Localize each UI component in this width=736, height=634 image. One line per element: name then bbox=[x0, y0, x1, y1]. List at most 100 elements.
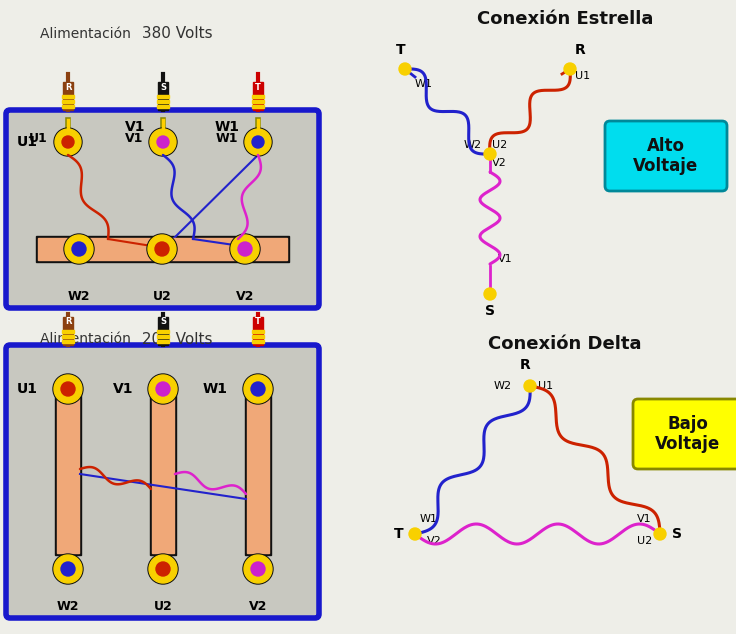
Bar bbox=[252, 335, 264, 338]
Circle shape bbox=[244, 128, 272, 156]
Bar bbox=[62, 100, 74, 103]
Text: Bajo
Voltaje: Bajo Voltaje bbox=[655, 415, 721, 453]
Circle shape bbox=[157, 136, 169, 148]
Circle shape bbox=[484, 148, 496, 160]
Text: R: R bbox=[575, 43, 586, 57]
Text: U1: U1 bbox=[29, 131, 48, 145]
Circle shape bbox=[149, 375, 177, 403]
Circle shape bbox=[155, 242, 169, 256]
Circle shape bbox=[231, 235, 259, 263]
Text: R: R bbox=[65, 318, 71, 327]
Circle shape bbox=[62, 136, 74, 148]
Bar bbox=[62, 95, 74, 98]
Text: U1: U1 bbox=[17, 382, 38, 396]
Text: S: S bbox=[485, 304, 495, 318]
Text: W1: W1 bbox=[215, 120, 240, 134]
Circle shape bbox=[53, 374, 83, 404]
Circle shape bbox=[64, 234, 94, 264]
Text: V1: V1 bbox=[124, 120, 145, 134]
Text: U1: U1 bbox=[17, 135, 38, 149]
Circle shape bbox=[55, 129, 81, 155]
Text: T: T bbox=[396, 43, 406, 57]
Text: V1: V1 bbox=[637, 514, 652, 524]
Text: 380 Volts: 380 Volts bbox=[137, 27, 213, 41]
Bar bbox=[62, 330, 74, 333]
Bar bbox=[157, 340, 169, 343]
Bar bbox=[150, 389, 176, 555]
Bar bbox=[252, 330, 264, 333]
Text: U1: U1 bbox=[575, 71, 590, 81]
Text: W1: W1 bbox=[420, 514, 438, 524]
Bar bbox=[157, 330, 169, 333]
Bar bbox=[36, 236, 289, 262]
Circle shape bbox=[61, 562, 75, 576]
Text: V1: V1 bbox=[498, 254, 513, 264]
Text: U2: U2 bbox=[152, 290, 171, 302]
Text: U1: U1 bbox=[538, 381, 553, 391]
Bar bbox=[247, 391, 269, 553]
Text: R: R bbox=[520, 358, 531, 372]
Circle shape bbox=[147, 234, 177, 264]
Circle shape bbox=[484, 288, 496, 300]
Circle shape bbox=[150, 129, 176, 155]
Circle shape bbox=[53, 554, 83, 584]
Text: Conexión Delta: Conexión Delta bbox=[488, 335, 642, 353]
Bar bbox=[62, 105, 74, 108]
Circle shape bbox=[409, 528, 421, 540]
Text: S: S bbox=[160, 318, 166, 327]
Text: S: S bbox=[160, 82, 166, 91]
Text: W2: W2 bbox=[464, 140, 482, 150]
Circle shape bbox=[156, 562, 170, 576]
Text: W2: W2 bbox=[68, 290, 91, 302]
Bar bbox=[38, 238, 287, 260]
Text: Alimentación: Alimentación bbox=[40, 332, 140, 346]
Circle shape bbox=[399, 63, 411, 75]
Circle shape bbox=[244, 555, 272, 583]
Circle shape bbox=[252, 136, 264, 148]
Circle shape bbox=[230, 234, 260, 264]
Bar bbox=[253, 317, 263, 345]
Bar bbox=[245, 389, 271, 555]
Bar bbox=[63, 317, 73, 345]
FancyBboxPatch shape bbox=[605, 121, 727, 191]
Text: Alimentación: Alimentación bbox=[40, 27, 140, 41]
Bar bbox=[252, 100, 264, 103]
Text: V2: V2 bbox=[249, 600, 267, 612]
Bar bbox=[157, 95, 169, 98]
Text: W1: W1 bbox=[415, 79, 433, 89]
Circle shape bbox=[524, 380, 536, 392]
Bar bbox=[158, 317, 168, 345]
FancyBboxPatch shape bbox=[6, 345, 319, 618]
Text: W1: W1 bbox=[216, 131, 238, 145]
Bar bbox=[57, 391, 79, 553]
Bar bbox=[252, 340, 264, 343]
Bar bbox=[157, 335, 169, 338]
Bar bbox=[157, 100, 169, 103]
Text: V2: V2 bbox=[236, 290, 254, 302]
Text: 208 Volts: 208 Volts bbox=[137, 332, 213, 347]
Circle shape bbox=[156, 382, 170, 396]
Text: V1: V1 bbox=[113, 382, 133, 396]
Bar bbox=[63, 82, 73, 110]
Circle shape bbox=[149, 128, 177, 156]
Bar bbox=[157, 105, 169, 108]
Bar bbox=[62, 335, 74, 338]
FancyBboxPatch shape bbox=[6, 110, 319, 308]
Circle shape bbox=[65, 235, 93, 263]
Circle shape bbox=[61, 382, 75, 396]
Circle shape bbox=[72, 242, 86, 256]
Circle shape bbox=[251, 382, 265, 396]
Circle shape bbox=[149, 555, 177, 583]
Circle shape bbox=[54, 128, 82, 156]
Bar bbox=[252, 95, 264, 98]
Text: V2: V2 bbox=[427, 536, 442, 546]
Circle shape bbox=[243, 374, 273, 404]
Circle shape bbox=[245, 129, 271, 155]
Text: V1: V1 bbox=[124, 131, 143, 145]
Circle shape bbox=[238, 242, 252, 256]
Circle shape bbox=[148, 554, 178, 584]
Circle shape bbox=[654, 528, 666, 540]
Bar bbox=[252, 105, 264, 108]
Text: W2: W2 bbox=[57, 600, 79, 612]
Text: Alto
Voltaje: Alto Voltaje bbox=[634, 136, 698, 176]
